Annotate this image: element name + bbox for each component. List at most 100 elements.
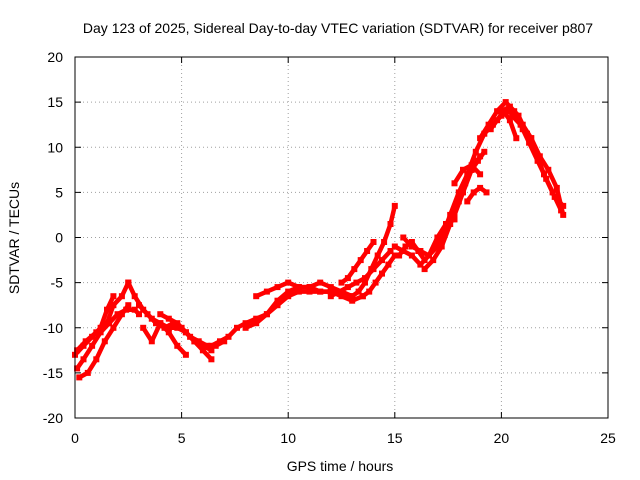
- data-point: [295, 284, 302, 291]
- x-tick-label: 20: [494, 430, 510, 446]
- y-tick-label: 15: [47, 94, 63, 110]
- y-tick-label: -10: [43, 320, 63, 336]
- data-point: [165, 329, 172, 336]
- plot-frame: [74, 56, 609, 419]
- data-point: [80, 356, 87, 363]
- data-point: [349, 293, 356, 300]
- data-point: [306, 288, 313, 295]
- data-point: [421, 257, 428, 264]
- x-tick-label: 25: [600, 430, 616, 446]
- data-point: [381, 239, 388, 245]
- data-point: [485, 121, 492, 128]
- data-point: [447, 221, 454, 227]
- data-point: [104, 320, 110, 327]
- data-point: [494, 117, 501, 124]
- data-point: [104, 306, 110, 313]
- axis-ticks: 0 5 10 15 20 25 -20 -15 -10 -5 0 5 10 15 20: [43, 49, 616, 446]
- data-point: [153, 320, 159, 327]
- data-point: [110, 302, 117, 309]
- data-point: [174, 342, 181, 349]
- data-point: [327, 288, 334, 295]
- y-tick-label: 20: [47, 49, 63, 65]
- data-point: [447, 211, 454, 218]
- data-point: [359, 293, 366, 300]
- data-point: [125, 302, 132, 309]
- data-point: [421, 266, 428, 273]
- data-point: [274, 284, 281, 291]
- data-point: [545, 166, 552, 173]
- data-point: [494, 108, 501, 115]
- data-point: [543, 175, 550, 182]
- data-point: [118, 293, 125, 300]
- chart-title: Day 123 of 2025, Sidereal Day-to-day VTE…: [83, 20, 593, 36]
- x-tick-label: 10: [280, 430, 296, 446]
- data-point: [468, 166, 475, 173]
- data-point: [208, 342, 215, 349]
- data-point: [336, 288, 343, 295]
- data-point: [526, 139, 533, 146]
- data-point: [165, 315, 172, 322]
- data-point: [317, 279, 324, 286]
- data-point: [372, 279, 379, 286]
- y-tick-label: 0: [55, 230, 63, 246]
- data-point: [470, 189, 477, 196]
- data-point: [182, 351, 189, 358]
- data-point: [136, 302, 142, 309]
- data-point: [144, 311, 151, 318]
- data-point: [317, 288, 324, 295]
- data-point: [344, 275, 351, 282]
- data-point: [84, 369, 91, 376]
- data-point: [451, 180, 458, 187]
- data-point: [553, 184, 560, 191]
- data-point: [217, 338, 223, 345]
- data-point: [385, 261, 392, 268]
- data-point: [379, 270, 385, 277]
- data-point: [477, 135, 484, 142]
- data-point: [208, 347, 215, 354]
- data-point: [355, 288, 362, 295]
- data-point: [387, 248, 394, 254]
- data-point: [438, 243, 445, 250]
- y-axis-label: SDTVAR / TECUs: [6, 182, 22, 294]
- data-point: [379, 257, 385, 264]
- data-point: [391, 202, 398, 209]
- data-point: [97, 329, 104, 336]
- data-point: [327, 284, 334, 291]
- data-point: [204, 342, 211, 349]
- y-tick-label: -5: [51, 275, 64, 291]
- data-point: [253, 315, 260, 322]
- data-point: [253, 320, 260, 327]
- data-point: [263, 288, 270, 295]
- data-point: [136, 311, 142, 318]
- data-point: [148, 338, 155, 345]
- data-point: [400, 234, 407, 241]
- data-point: [509, 112, 516, 119]
- data-point: [93, 356, 100, 363]
- data-point: [338, 279, 345, 286]
- data-point: [455, 189, 462, 196]
- data-point: [74, 365, 81, 372]
- data-point: [477, 184, 484, 191]
- data-point: [434, 234, 441, 241]
- data-point: [560, 211, 567, 218]
- data-point: [464, 171, 471, 178]
- data-point: [430, 257, 437, 264]
- data-point: [191, 338, 198, 345]
- data-point: [506, 117, 513, 124]
- data-point: [438, 234, 445, 241]
- data-point: [285, 279, 292, 286]
- series-arc-22: [465, 185, 489, 204]
- grid: [75, 57, 608, 418]
- data-point: [349, 297, 356, 304]
- data-point: [387, 221, 394, 227]
- data-point: [242, 320, 249, 327]
- data-point: [477, 171, 484, 178]
- data-point: [351, 266, 358, 273]
- data-point: [157, 311, 164, 318]
- data-point: [370, 239, 377, 245]
- data-point: [451, 216, 458, 223]
- data-point: [208, 356, 215, 363]
- data-point: [460, 166, 466, 173]
- data-point: [513, 135, 520, 142]
- data-point: [366, 288, 373, 295]
